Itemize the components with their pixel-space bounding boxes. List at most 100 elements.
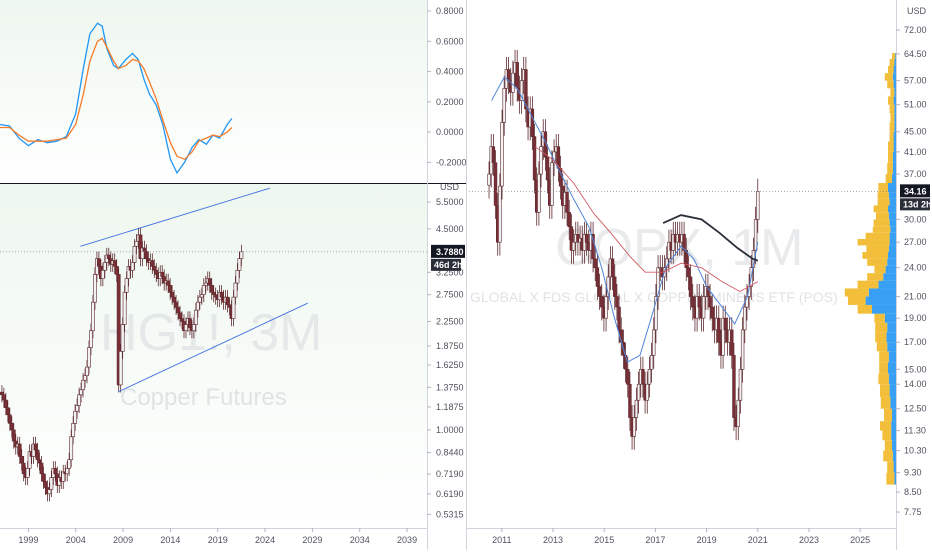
right-price-tick-label: 30.00 [904, 214, 927, 224]
right-candle-body [550, 162, 554, 206]
left-price-tick-label: 2.7500 [436, 290, 464, 300]
right-candle-body [502, 88, 506, 123]
left-candle-body [172, 296, 177, 303]
volume-profile-bar-blue [893, 141, 896, 152]
volume-profile-bar-blue [893, 96, 896, 105]
volume-profile-bar-blue [872, 304, 896, 314]
volume-profile-bar-blue [887, 342, 896, 352]
left-time-tick-label: 2009 [113, 535, 133, 545]
left-candle-body [11, 429, 16, 442]
volume-profile-bar-blue [890, 226, 896, 233]
volume-profile-bar-orange [886, 472, 895, 485]
volume-profile-bar-orange [889, 131, 894, 142]
right-candle-body [697, 296, 701, 308]
left-candle-body [67, 459, 72, 469]
left-candle-body [154, 269, 159, 275]
volume-profile-bar-orange [876, 342, 888, 352]
left-watermark-title: HG1!, 3M [100, 304, 323, 362]
volume-profile-bar-blue [888, 245, 896, 253]
left-candle-body [191, 324, 196, 332]
volume-profile-bar-blue [894, 472, 896, 485]
right-time-tick-label: 2017 [645, 535, 665, 545]
right-last-price-value: 34.16 [904, 186, 927, 196]
right-candle-body [539, 146, 543, 175]
right-price-tick-label: 15.00 [904, 364, 927, 374]
right-candle-body [632, 417, 636, 437]
left-price-tick-label: 1.3750 [436, 382, 464, 392]
left-candle-body [77, 394, 81, 406]
volume-profile-bar-orange [880, 421, 892, 431]
right-candle-body [665, 258, 669, 268]
right-candle-body [738, 368, 743, 401]
right-candle-body [519, 80, 524, 101]
moving-average-red-line [534, 146, 759, 293]
volume-profile-bar-orange [889, 104, 895, 114]
right-candle-body [610, 258, 615, 278]
moving-average-blue-line [491, 76, 759, 363]
volume-profile-bar-orange [890, 88, 895, 97]
volume-profile-bar-orange [880, 396, 891, 409]
left-countdown-tag [431, 258, 461, 271]
left-candle-body [47, 489, 52, 495]
volume-profile-bar-blue [887, 258, 896, 266]
right-watermark-subtitle: GLOBAL X FDS GLOBAL X COPPER MINERS ETF … [470, 289, 838, 305]
left-candle-body [116, 274, 121, 386]
moving-average-black-line [662, 214, 759, 262]
right-candle-body [641, 368, 645, 385]
left-candle-body [83, 375, 87, 381]
volume-profile-bar-orange [892, 52, 896, 59]
oscillator-pane-bg [0, 0, 427, 183]
right-candle-body [649, 355, 654, 370]
right-candle-body [688, 276, 693, 297]
volume-profile-bar-blue [893, 65, 896, 74]
left-last-price-value: 3.7880 [436, 247, 464, 257]
left-candle-body [142, 247, 147, 252]
right-candle-body [613, 276, 617, 297]
left-price-tick-label: 0.8440 [436, 448, 464, 458]
right-price-tick-label: 17.00 [904, 337, 927, 347]
right-candle-body [717, 317, 721, 343]
left-candle-body [233, 282, 238, 298]
left-candle-body [188, 318, 192, 328]
left-candle-body [91, 301, 95, 332]
right-candle-body [600, 296, 604, 308]
volume-profile-bar-blue [889, 384, 896, 397]
right-candle-body [524, 69, 528, 110]
left-price-tick-label: 2.2500 [436, 316, 464, 326]
right-candle-body [656, 267, 660, 297]
volume-profile-bar-blue [865, 296, 896, 305]
left-price-tick-label: 0.7190 [436, 469, 464, 479]
osc-tick-label: 0.8000 [436, 6, 464, 16]
left-candle-body [176, 307, 180, 314]
volume-profile-bar-orange [879, 351, 889, 363]
right-countdown-value: 13d 2h [903, 199, 932, 209]
right-candle-body [593, 258, 597, 268]
right-price-tick-label: 51.00 [904, 100, 927, 110]
left-candle-body [166, 280, 171, 286]
left-candle-body [65, 468, 70, 475]
right-candle-body [701, 296, 706, 319]
left-candle-body [25, 468, 30, 478]
right-candle-body [756, 191, 760, 220]
left-candle-body [73, 410, 78, 424]
left-candle-body [89, 330, 93, 348]
left-price-tick-label: 1.1875 [436, 402, 464, 412]
left-candle-body [134, 240, 139, 247]
left-time-tick-label: 2014 [160, 535, 180, 545]
left-candle-body [209, 284, 214, 293]
osc-tick-label: -0.2000 [436, 157, 467, 167]
volume-profile-bar-orange [848, 296, 866, 305]
left-candle-body [203, 282, 208, 286]
volume-profile-bar-blue [868, 288, 896, 297]
left-candle-body [132, 245, 137, 263]
right-price-tick-label: 10.30 [904, 446, 927, 456]
right-time-tick-label: 2019 [697, 535, 717, 545]
volume-profile-bar-blue [894, 58, 896, 66]
volume-profile-bar-orange [887, 80, 894, 89]
volume-profile-bar-blue [892, 151, 896, 163]
left-price-tick-label: 3.2500 [436, 267, 464, 277]
left-candle-body [213, 294, 218, 298]
right-price-tick-label: 72.00 [904, 25, 927, 35]
left-candle-body [79, 389, 83, 396]
volume-profile-bar-orange [874, 265, 886, 274]
